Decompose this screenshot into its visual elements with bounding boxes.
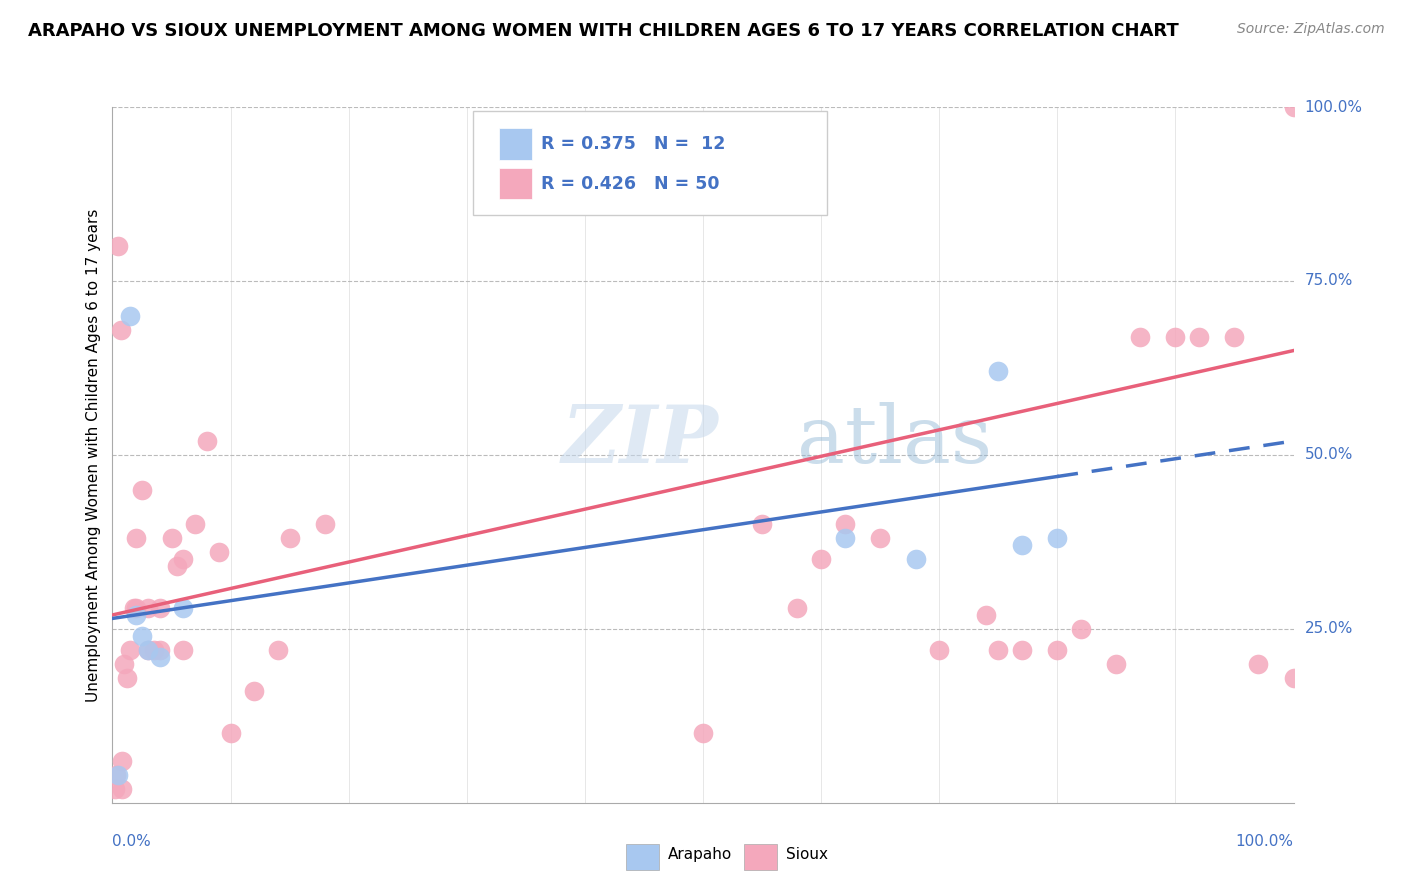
Point: [1282, 671, 1305, 685]
Point: [149, 642, 172, 657]
Text: ARAPAHO VS SIOUX UNEMPLOYMENT AMONG WOMEN WITH CHILDREN AGES 6 TO 17 YEARS CORRE: ARAPAHO VS SIOUX UNEMPLOYMENT AMONG WOME…: [28, 22, 1178, 40]
Text: R = 0.426   N = 50: R = 0.426 N = 50: [541, 175, 720, 193]
Point: [131, 483, 153, 497]
Point: [1188, 329, 1211, 343]
Text: R = 0.375   N =  12: R = 0.375 N = 12: [541, 135, 725, 153]
Point: [115, 671, 138, 685]
Y-axis label: Unemployment Among Women with Children Ages 6 to 17 years: Unemployment Among Women with Children A…: [86, 208, 101, 702]
Text: Source: ZipAtlas.com: Source: ZipAtlas.com: [1237, 22, 1385, 37]
Point: [184, 517, 207, 532]
Point: [1247, 657, 1270, 671]
FancyBboxPatch shape: [472, 111, 827, 215]
Point: [111, 781, 134, 796]
Point: [1046, 642, 1069, 657]
Point: [142, 642, 165, 657]
Text: 100.0%: 100.0%: [1236, 834, 1294, 849]
Text: 75.0%: 75.0%: [1305, 274, 1353, 288]
Text: Arapaho: Arapaho: [668, 847, 731, 863]
Point: [1164, 329, 1187, 343]
Point: [105, 768, 128, 782]
Bar: [626, 844, 659, 871]
Point: [976, 607, 998, 622]
Point: [120, 642, 142, 657]
Point: [786, 601, 808, 615]
Point: [1070, 622, 1092, 636]
Point: [810, 552, 832, 566]
Point: [122, 601, 145, 615]
Point: [149, 601, 172, 615]
Point: [1105, 657, 1128, 671]
Point: [208, 545, 231, 559]
Point: [987, 364, 1010, 378]
Point: [107, 768, 129, 782]
Point: [278, 532, 301, 546]
Point: [1129, 329, 1152, 343]
Text: 0.0%: 0.0%: [112, 834, 152, 849]
Point: [166, 559, 188, 574]
Bar: [499, 168, 531, 199]
Point: [219, 726, 242, 740]
Text: 50.0%: 50.0%: [1305, 448, 1353, 462]
Point: [834, 532, 856, 546]
Point: [172, 601, 194, 615]
Text: 25.0%: 25.0%: [1305, 622, 1353, 636]
Point: [195, 434, 218, 448]
Point: [172, 552, 194, 566]
Point: [149, 649, 172, 664]
Point: [267, 642, 290, 657]
Point: [987, 642, 1010, 657]
Point: [131, 629, 153, 643]
Point: [120, 309, 142, 323]
Point: [834, 517, 856, 532]
Point: [904, 552, 927, 566]
Point: [111, 754, 134, 768]
Text: atlas: atlas: [797, 402, 993, 480]
Point: [136, 642, 159, 657]
Point: [136, 642, 159, 657]
Point: [125, 601, 148, 615]
Point: [1046, 532, 1069, 546]
Point: [104, 781, 127, 796]
Point: [125, 607, 148, 622]
Point: [107, 239, 129, 253]
Point: [172, 642, 194, 657]
Bar: [744, 844, 778, 871]
Point: [1282, 100, 1305, 114]
Text: 100.0%: 100.0%: [1305, 100, 1362, 114]
Point: [1223, 329, 1246, 343]
Point: [112, 657, 135, 671]
Point: [314, 517, 336, 532]
Point: [928, 642, 950, 657]
Point: [243, 684, 266, 698]
Point: [125, 532, 148, 546]
Point: [1011, 642, 1033, 657]
Text: Sioux: Sioux: [786, 847, 828, 863]
Bar: [499, 128, 531, 160]
Point: [692, 726, 714, 740]
Point: [751, 517, 773, 532]
Point: [110, 323, 132, 337]
Point: [869, 532, 891, 546]
Text: ZIP: ZIP: [561, 402, 718, 480]
Point: [136, 601, 159, 615]
Point: [160, 532, 183, 546]
Point: [1011, 538, 1033, 552]
